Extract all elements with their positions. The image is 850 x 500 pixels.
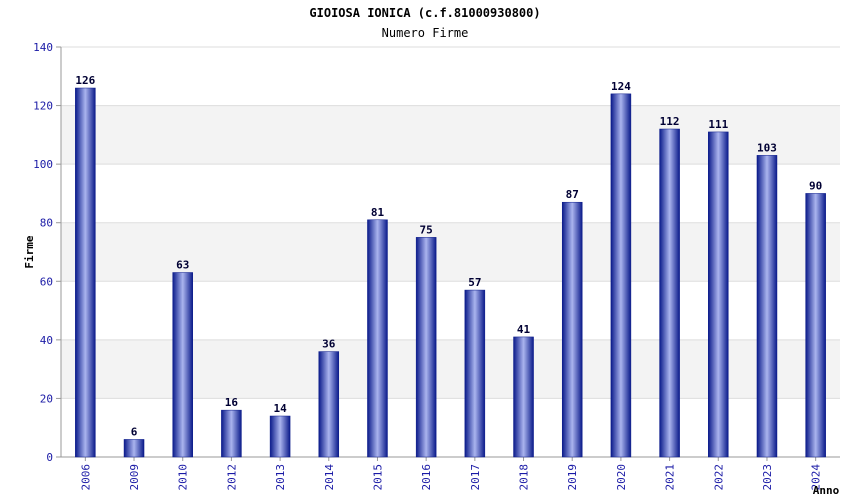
bar-2014 [318, 351, 340, 458]
data-label-2009: 6 [131, 425, 138, 438]
bar-2013 [269, 415, 291, 458]
bar-2015 [367, 219, 388, 458]
y-tick-label: 40 [40, 334, 53, 347]
data-label-2014: 36 [322, 338, 336, 351]
y-tick-label: 0 [46, 451, 53, 464]
x-tick-label-2020: 2020 [615, 464, 628, 491]
data-label-2016: 75 [420, 223, 433, 236]
bar-2023 [756, 155, 778, 458]
x-tick-label-2009: 2009 [128, 464, 141, 491]
x-tick-label-2014: 2014 [323, 464, 336, 491]
data-label-2010: 63 [176, 259, 189, 272]
data-label-2012: 16 [225, 396, 239, 409]
x-tick-label-2024: 2024 [810, 464, 823, 491]
bar-2006 [75, 87, 96, 458]
x-tick-label-2017: 2017 [469, 464, 482, 491]
x-tick-label-2021: 2021 [664, 464, 677, 491]
y-axis-label: Firme [23, 235, 36, 268]
y-tick-label: 80 [40, 217, 53, 230]
bar-2010 [172, 272, 193, 458]
data-label-2024: 90 [809, 179, 822, 192]
x-axis-label: Anno [813, 484, 840, 497]
data-label-2021: 112 [660, 115, 680, 128]
bar-2019 [561, 201, 583, 458]
y-tick-label: 60 [40, 275, 53, 288]
x-tick-label-2023: 2023 [761, 464, 774, 491]
x-tick-label-2012: 2012 [225, 464, 238, 491]
x-tick-label-2006: 2006 [79, 464, 92, 491]
bar-2022 [708, 131, 729, 458]
data-label-2023: 103 [757, 141, 777, 154]
bar-2009 [123, 439, 145, 458]
bar-2021 [659, 128, 680, 458]
data-label-2017: 57 [468, 276, 481, 289]
bar-2020 [610, 93, 632, 458]
chart-subtitle: Numero Firme [381, 26, 469, 40]
y-tick-label: 120 [33, 100, 53, 113]
data-label-2015: 81 [371, 206, 385, 219]
data-label-2019: 87 [566, 188, 579, 201]
y-tick-label: 20 [40, 392, 53, 405]
y-tick-label: 140 [33, 41, 53, 54]
bar-2018 [513, 336, 534, 458]
data-label-2022: 111 [708, 118, 728, 131]
bar-2012 [221, 409, 242, 458]
bar-2024 [805, 193, 826, 458]
x-tick-label-2013: 2013 [274, 464, 287, 491]
x-tick-label-2018: 2018 [518, 464, 531, 491]
x-tick-label-2016: 2016 [420, 464, 433, 491]
bar-2016 [415, 237, 437, 458]
data-label-2018: 41 [517, 323, 531, 336]
data-label-2020: 124 [611, 80, 631, 93]
chart-title: GIOIOSA IONICA (c.f.81000930800) [309, 6, 541, 20]
x-tick-label-2015: 2015 [371, 464, 384, 491]
x-tick-label-2019: 2019 [566, 464, 579, 491]
x-tick-label-2010: 2010 [177, 464, 190, 491]
x-tick-label-2022: 2022 [712, 464, 725, 491]
bar-2017 [464, 289, 486, 458]
y-tick-label: 100 [33, 158, 53, 171]
data-label-2006: 126 [75, 74, 95, 87]
data-label-2013: 14 [273, 402, 287, 415]
